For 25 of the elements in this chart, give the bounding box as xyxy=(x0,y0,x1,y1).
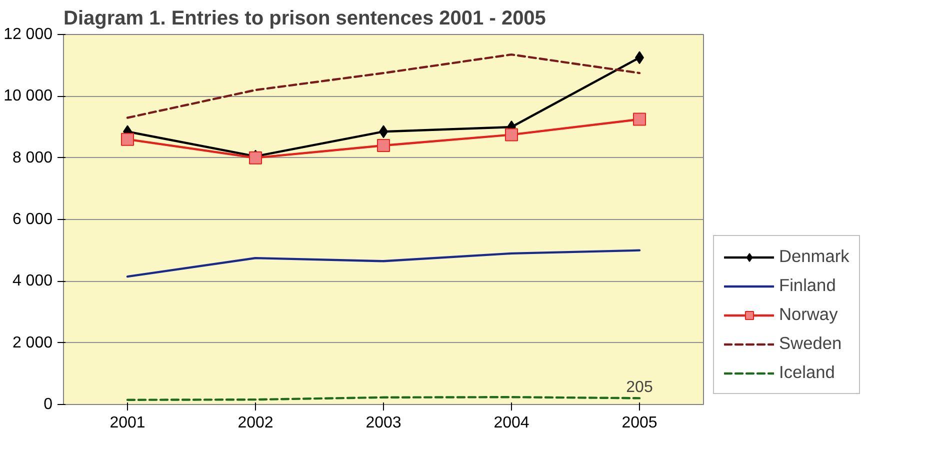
legend-label: Norway xyxy=(779,304,838,325)
y-tick-label: 2 000 xyxy=(12,334,53,352)
legend-label: Iceland xyxy=(779,362,835,383)
x-tick-label: 2004 xyxy=(494,414,530,432)
point xyxy=(505,128,518,142)
y-tick-label: 10 000 xyxy=(4,88,53,105)
y-tick-label: 4 000 xyxy=(12,272,53,290)
line-series xyxy=(126,249,641,278)
x-tick-label: 2003 xyxy=(366,414,402,432)
legend-label: Finland xyxy=(779,275,836,296)
data-label: 205 xyxy=(626,379,653,396)
y-tick-label: 8 000 xyxy=(12,149,53,166)
x-tick-label: 2005 xyxy=(622,414,658,432)
chart-title: Diagram 1. Entries to prison sentences 2001 - 2005 xyxy=(64,8,546,30)
y-tick-label: 6 000 xyxy=(12,211,53,228)
point xyxy=(633,112,646,126)
y-tick-label: 0 xyxy=(44,396,53,413)
legend-label: Denmark xyxy=(779,246,850,267)
line-series xyxy=(126,53,641,119)
x-tick-label: 2002 xyxy=(238,414,274,432)
point xyxy=(377,139,390,152)
legend-label: Sweden xyxy=(779,333,842,354)
x-tick-label: 2001 xyxy=(110,414,146,432)
y-tick-label: 12 000 xyxy=(4,26,53,43)
point xyxy=(121,132,134,146)
